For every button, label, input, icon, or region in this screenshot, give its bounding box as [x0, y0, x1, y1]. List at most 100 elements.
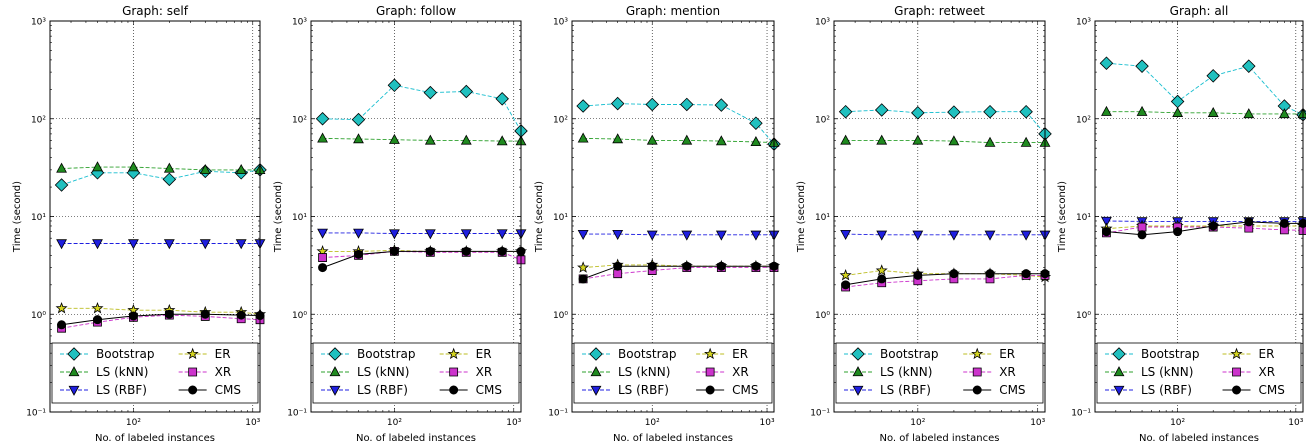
data-point: [1208, 221, 1218, 231]
data-point: [576, 99, 590, 113]
data-point: [460, 134, 472, 145]
chart-panel-4: Graph: retweet 10⁻¹ 10⁰ 10¹ 10² 10³ 10² 10³ Time…: [796, 4, 1052, 444]
data-point: [1298, 218, 1306, 228]
data-point: [985, 269, 995, 279]
y-tick-label: 10²: [1076, 115, 1091, 125]
y-tick-label: 10³: [31, 18, 46, 28]
y-tick-label: 10⁻¹: [810, 409, 830, 419]
legend-marker: [329, 385, 341, 396]
x-tick-label: 10³: [1288, 418, 1303, 428]
data-point: [612, 229, 624, 240]
legend-marker: [1113, 385, 1125, 396]
series-line-bootstrap: [845, 109, 1046, 135]
series-line-xr: [322, 250, 522, 261]
legend-label: CMS: [1259, 383, 1285, 397]
legend-marker: [449, 367, 459, 377]
y-axis-label: Time (second): [273, 181, 284, 253]
data-point: [577, 261, 590, 273]
data-point: [577, 132, 589, 143]
data-point: [680, 97, 694, 112]
legend-marker: [68, 385, 80, 396]
data-point: [840, 229, 852, 240]
legend-marker: [447, 347, 460, 360]
data-point: [424, 134, 436, 145]
data-point: [647, 261, 657, 271]
plot-frame: [833, 20, 1046, 413]
legend-label: XR: [732, 365, 749, 379]
series-line-ls-knn: [1106, 111, 1303, 115]
y-tick-label: 10²: [553, 115, 568, 125]
series-line-xr: [845, 274, 1045, 288]
data-point: [56, 239, 67, 250]
plot-frame: [310, 20, 522, 413]
y-tick-label: 10³: [815, 18, 830, 28]
y-tick-label: 10⁰: [553, 311, 568, 321]
chart-title: Graph: retweet: [894, 4, 985, 18]
legend-box: [51, 342, 259, 404]
data-point: [496, 135, 508, 146]
data-point: [578, 274, 588, 284]
legend-marker: [590, 385, 602, 396]
legend-marker: [972, 385, 982, 395]
data-point: [1019, 104, 1033, 119]
y-tick-label: 10³: [1076, 18, 1091, 28]
chart-panel-1: Graph: self 10⁻¹ 10⁰ 10¹ 10² 10³ 10² 10³ Time (s…: [12, 4, 267, 444]
series-line-ls-knn: [61, 166, 260, 171]
chart-panel-5: Graph: all 10⁻¹ 10⁰ 10¹ 10² 10³ 10² 10³ Time (se…: [1057, 4, 1306, 444]
data-point: [199, 164, 211, 175]
y-tick-label: 10²: [31, 115, 46, 125]
legend-marker: [188, 367, 198, 377]
legend-marker: [971, 347, 984, 360]
y-tick-label: 10⁰: [815, 311, 830, 321]
data-point: [874, 103, 889, 117]
legend-marker: [67, 347, 81, 361]
y-tick-label: 10¹: [815, 213, 830, 223]
data-point: [317, 228, 328, 239]
legend-label: CMS: [476, 383, 502, 397]
legend-label: Bootstrap: [96, 347, 154, 361]
data-point: [876, 134, 888, 145]
data-point: [388, 229, 400, 240]
data-point: [715, 135, 727, 146]
x-axis-label: No. of labeled instances: [1139, 433, 1259, 444]
data-point: [949, 269, 959, 279]
legend-label: Bootstrap: [1141, 347, 1199, 361]
data-point: [1021, 269, 1031, 279]
legend-label: LS (kNN): [1141, 365, 1193, 379]
legend-box: [835, 342, 1044, 404]
data-point: [460, 229, 472, 240]
legend-marker: [589, 347, 603, 361]
x-tick-label: 10³: [760, 418, 775, 428]
data-point: [235, 239, 247, 250]
data-point: [423, 85, 438, 100]
data-point: [163, 162, 175, 173]
data-point: [1207, 106, 1219, 117]
x-axis-label: No. of labeled instances: [613, 433, 733, 444]
y-tick-label: 10³: [292, 18, 307, 28]
data-point: [315, 111, 330, 126]
y-tick-label: 10⁰: [1076, 311, 1091, 321]
data-point: [645, 97, 660, 112]
legend-marker: [705, 367, 715, 377]
data-point: [199, 239, 211, 250]
data-point: [682, 261, 692, 271]
legend-marker: [329, 366, 341, 377]
data-point: [128, 311, 138, 321]
data-point: [389, 246, 399, 256]
chart-panel-3: Graph: mention 10⁻¹ 10⁰ 10¹ 10² 10³ 10² 10³ Time…: [534, 4, 781, 444]
data-point: [839, 269, 852, 281]
data-point: [948, 230, 960, 241]
legend-label: LS (kNN): [880, 365, 932, 379]
data-point: [948, 135, 960, 146]
data-point: [750, 230, 762, 241]
y-axis-label: Time (second): [12, 181, 23, 253]
data-point: [1135, 59, 1149, 73]
data-point: [749, 116, 763, 130]
legend-box: [573, 342, 773, 404]
data-point: [200, 309, 210, 319]
data-point: [751, 261, 761, 271]
legend-label: XR: [1259, 365, 1276, 379]
chart-title: Graph: self: [122, 4, 189, 18]
chart-title: Graph: all: [1170, 4, 1229, 18]
